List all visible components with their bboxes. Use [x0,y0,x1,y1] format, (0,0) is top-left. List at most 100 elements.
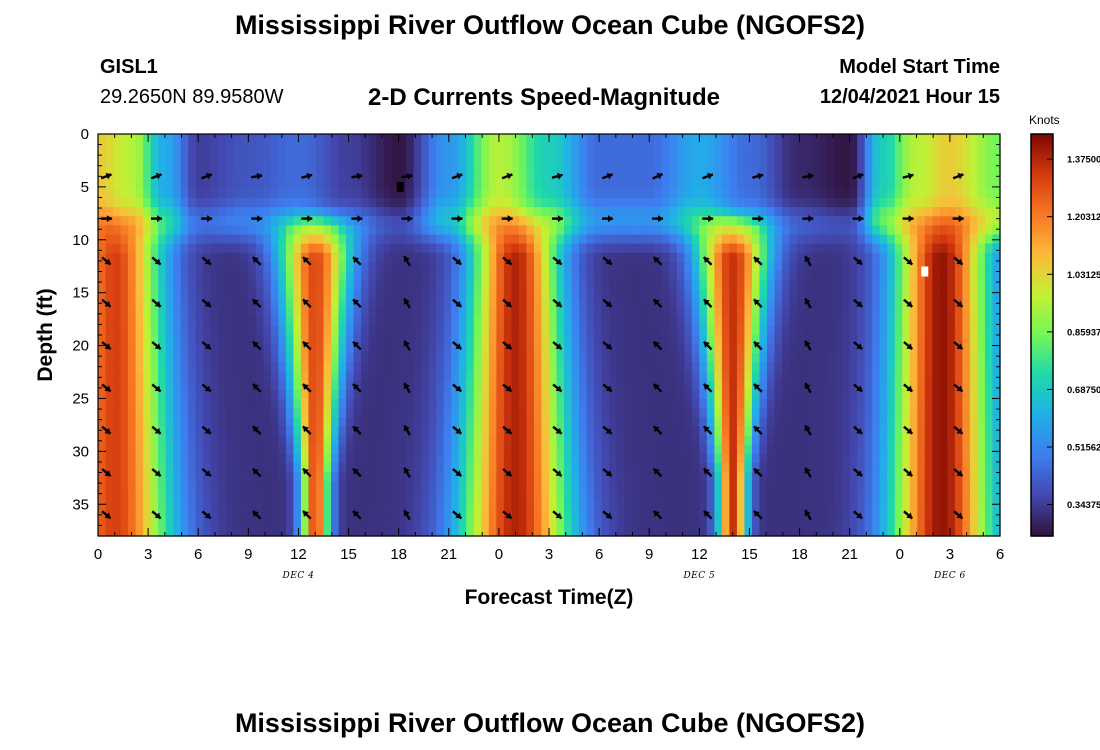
heatmap-cell [158,307,167,318]
heatmap-cell [361,261,370,272]
heatmap-cell [624,134,633,144]
heatmap-cell [263,426,272,437]
heatmap-cell [255,307,264,318]
heatmap-cell [564,435,573,446]
heatmap-cell [751,371,761,382]
heatmap-cell [451,243,460,254]
heatmap-cell [188,526,197,537]
heatmap-cell [248,216,257,226]
heatmap-cell [376,170,385,181]
heatmap-cell [338,417,347,427]
heatmap-cell [443,298,452,309]
chart-subtitle: 2-D Currents Speed-Magnitude [368,84,721,111]
heatmap-cell [864,216,873,226]
heatmap-cell [503,371,513,382]
heatmap-cell [300,170,310,181]
heatmap-cell [879,225,888,236]
heatmap-cell [691,362,700,373]
heatmap-cell [218,362,227,373]
heatmap-cell [729,490,738,501]
heatmap-cell [323,517,332,528]
heatmap-cell [699,389,708,400]
heatmap-cell [601,243,610,254]
heatmap-cell [105,444,114,455]
heatmap-cell [579,216,588,226]
heatmap-cell [98,371,107,382]
heatmap-cell [804,197,813,208]
heatmap-cell [263,344,272,354]
heatmap-cell [98,435,107,446]
heatmap-cell [398,362,407,373]
heatmap-cell [451,398,460,409]
heatmap-cell [165,335,174,345]
heatmap-cell [706,353,715,364]
heatmap-cell [797,472,806,482]
heatmap-cell [849,517,858,528]
heatmap-cell [285,380,295,391]
heatmap-cell [751,435,761,446]
heatmap-cell [759,316,768,327]
heatmap-cell [819,481,828,491]
heatmap-cell [421,398,430,409]
heatmap-cell [188,152,197,163]
heatmap-cell [714,161,723,172]
heatmap-cell [624,225,633,236]
heatmap-cell [556,389,565,400]
heatmap-cell [849,353,858,364]
heatmap-cell [233,481,242,491]
heatmap-cell [616,335,625,345]
heatmap-cell [421,207,430,217]
heatmap-cell [233,197,242,208]
heatmap-cell [924,161,933,172]
heatmap-cell [924,335,933,345]
heatmap-cell [736,499,746,510]
heatmap-cell [255,362,264,373]
heatmap-cell [533,152,543,163]
heatmap-cell [331,353,340,364]
heatmap-cell [797,490,806,501]
heatmap-cell [248,389,257,400]
heatmap-cell [827,243,836,254]
heatmap-cell [857,280,866,290]
heatmap-cell [766,389,776,400]
heatmap-cell [789,280,798,290]
heatmap-cell [706,188,715,199]
heatmap-cell [601,517,610,528]
heatmap-cell [586,371,595,382]
heatmap-cell [721,362,730,373]
heatmap-cell [902,170,911,181]
heatmap-cell [774,161,783,172]
heatmap-cell [909,179,918,190]
heatmap-cell [564,526,573,537]
heatmap-cell [804,398,813,409]
heatmap-cell [518,161,528,172]
heatmap-cell [721,444,730,455]
heatmap-cell [533,444,543,455]
heatmap-cell [789,526,798,537]
heatmap-cell [180,389,189,400]
heatmap-cell [661,353,670,364]
heatmap-cell [421,170,430,181]
heatmap-cell [338,152,347,163]
heatmap-cell [300,207,310,217]
heatmap-cell [902,435,911,446]
heatmap-cell [376,526,385,537]
heatmap-cell [894,261,903,272]
heatmap-cell [150,161,159,172]
heatmap-cell [586,335,595,345]
heatmap-cell [654,335,663,345]
heatmap-cell [812,490,821,501]
heatmap-cell [135,371,144,382]
heatmap-cell [188,207,197,217]
heatmap-cell [579,398,588,409]
heatmap-cell [150,353,159,364]
heatmap-cell [887,243,896,254]
heatmap-cell [579,417,588,427]
heatmap-cell [278,197,287,208]
heatmap-cell [113,261,122,272]
heatmap-cell [932,362,941,373]
heatmap-cell [338,371,347,382]
heatmap-cell [128,490,137,501]
heatmap-cell [391,517,400,528]
heatmap-cell [443,481,452,491]
